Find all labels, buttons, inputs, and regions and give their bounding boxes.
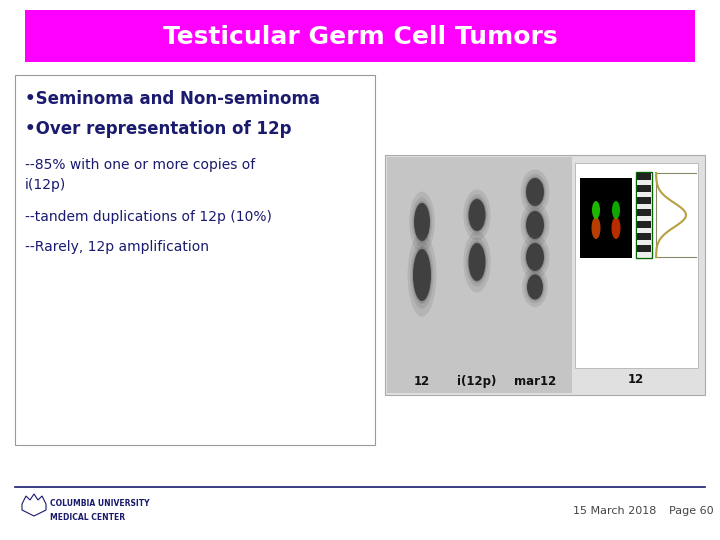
Ellipse shape	[521, 202, 549, 247]
Ellipse shape	[464, 190, 490, 241]
FancyBboxPatch shape	[637, 252, 651, 257]
Ellipse shape	[468, 198, 486, 233]
FancyBboxPatch shape	[637, 209, 651, 216]
Ellipse shape	[523, 174, 546, 210]
Text: --tandem duplications of 12p (10%): --tandem duplications of 12p (10%)	[25, 210, 272, 224]
FancyBboxPatch shape	[637, 180, 651, 185]
Ellipse shape	[525, 177, 545, 207]
Text: •Seminoma and Non-seminoma: •Seminoma and Non-seminoma	[25, 90, 320, 108]
Ellipse shape	[466, 237, 488, 287]
FancyBboxPatch shape	[15, 75, 375, 445]
FancyBboxPatch shape	[637, 192, 651, 197]
FancyBboxPatch shape	[637, 173, 651, 180]
Ellipse shape	[469, 199, 485, 231]
Text: COLUMBIA UNIVERSITY: COLUMBIA UNIVERSITY	[50, 500, 150, 509]
Text: mar12: mar12	[514, 375, 556, 388]
Ellipse shape	[414, 203, 430, 241]
Text: 15 March 2018: 15 March 2018	[573, 506, 657, 516]
Ellipse shape	[526, 243, 544, 271]
Text: 12: 12	[628, 373, 644, 386]
Ellipse shape	[409, 192, 435, 252]
Ellipse shape	[413, 201, 431, 243]
Text: --Rarely, 12p amplification: --Rarely, 12p amplification	[25, 240, 209, 254]
FancyBboxPatch shape	[25, 10, 695, 62]
Ellipse shape	[468, 241, 486, 283]
Ellipse shape	[466, 194, 488, 236]
FancyBboxPatch shape	[637, 216, 651, 221]
Ellipse shape	[521, 234, 549, 279]
FancyBboxPatch shape	[637, 233, 651, 240]
FancyBboxPatch shape	[637, 185, 651, 192]
Ellipse shape	[612, 201, 620, 219]
FancyBboxPatch shape	[575, 163, 698, 368]
Ellipse shape	[526, 211, 544, 239]
Ellipse shape	[611, 217, 621, 239]
Ellipse shape	[412, 197, 433, 247]
Text: Page 60: Page 60	[669, 506, 714, 516]
Ellipse shape	[523, 207, 546, 243]
FancyBboxPatch shape	[385, 155, 705, 395]
Text: MEDICAL CENTER: MEDICAL CENTER	[50, 514, 125, 523]
FancyBboxPatch shape	[387, 157, 572, 393]
Ellipse shape	[525, 271, 546, 303]
Ellipse shape	[469, 243, 485, 281]
FancyBboxPatch shape	[637, 245, 651, 252]
Ellipse shape	[525, 210, 545, 240]
Ellipse shape	[525, 241, 545, 272]
FancyBboxPatch shape	[637, 197, 651, 204]
FancyBboxPatch shape	[637, 204, 651, 209]
Ellipse shape	[592, 217, 600, 239]
Ellipse shape	[464, 232, 490, 292]
FancyBboxPatch shape	[580, 178, 632, 258]
Ellipse shape	[526, 273, 544, 301]
Ellipse shape	[523, 239, 546, 275]
Ellipse shape	[522, 267, 548, 307]
Text: --85% with one or more copies of
i(12p): --85% with one or more copies of i(12p)	[25, 158, 256, 192]
Ellipse shape	[412, 246, 432, 303]
Ellipse shape	[408, 233, 436, 316]
Text: •Over representation of 12p: •Over representation of 12p	[25, 120, 292, 138]
Ellipse shape	[413, 249, 431, 301]
Ellipse shape	[526, 178, 544, 206]
Text: i(12p): i(12p)	[457, 375, 497, 388]
Ellipse shape	[521, 170, 549, 214]
FancyBboxPatch shape	[637, 221, 651, 228]
FancyBboxPatch shape	[637, 240, 651, 245]
Text: 12: 12	[414, 375, 430, 388]
Ellipse shape	[410, 241, 433, 309]
FancyBboxPatch shape	[637, 228, 651, 233]
Ellipse shape	[527, 274, 543, 300]
Ellipse shape	[592, 201, 600, 219]
Text: Testicular Germ Cell Tumors: Testicular Germ Cell Tumors	[163, 25, 557, 49]
